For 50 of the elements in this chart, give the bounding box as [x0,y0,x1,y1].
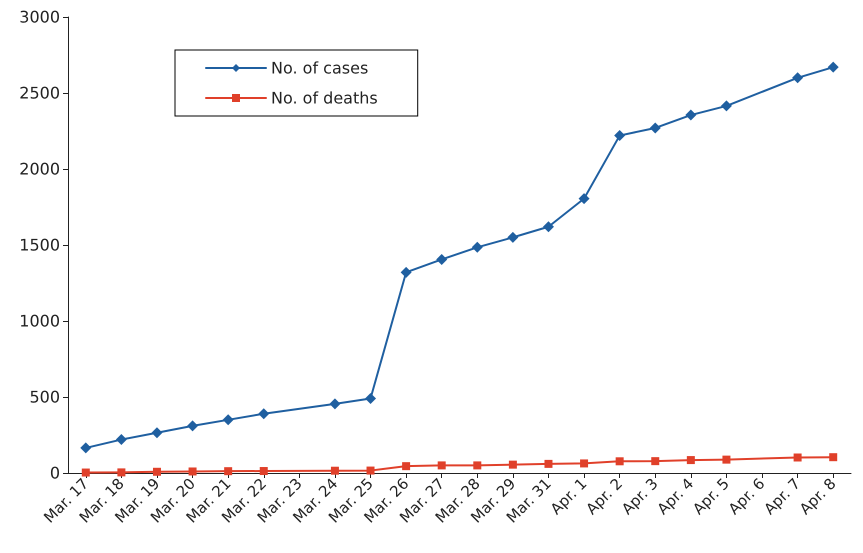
point [472,242,483,253]
point [650,122,661,134]
point [402,462,410,470]
point [329,398,340,410]
y-tick-label: 500 [29,388,60,406]
point [614,130,626,142]
point [580,459,588,468]
point [80,442,92,454]
point [116,434,127,446]
point [720,100,732,112]
point [792,72,804,84]
point [436,254,448,265]
point [82,468,90,477]
point [258,408,270,420]
point [366,466,375,475]
point [187,420,198,432]
point [330,466,339,475]
point [508,460,517,469]
point [544,460,552,468]
point [260,467,268,476]
point [438,461,446,470]
point [829,453,838,462]
point [188,467,197,476]
point [828,62,839,73]
point [686,456,695,464]
point [400,266,412,278]
point [542,221,554,232]
point [222,414,234,426]
legend-label: No. of deaths [271,88,378,108]
point [722,456,730,464]
point [685,110,696,121]
y-tick-label: 2500 [19,84,60,102]
point [794,453,802,462]
point [365,393,376,404]
y-tick-label: 1500 [19,236,60,254]
point [507,232,518,243]
point [117,468,126,476]
x-tick-label: Apr. 8 [796,474,840,518]
point [152,468,161,476]
y-tick-label: 1000 [19,312,60,330]
point [616,457,624,466]
y-tick-label: 2000 [19,160,60,178]
point [224,467,232,476]
point [473,461,482,470]
point [578,193,590,204]
y-tick-label: 0 [50,464,60,482]
y-tick-label: 3000 [19,8,60,26]
point [151,427,162,438]
point [651,457,660,466]
legend-label: No. of cases [271,58,368,78]
